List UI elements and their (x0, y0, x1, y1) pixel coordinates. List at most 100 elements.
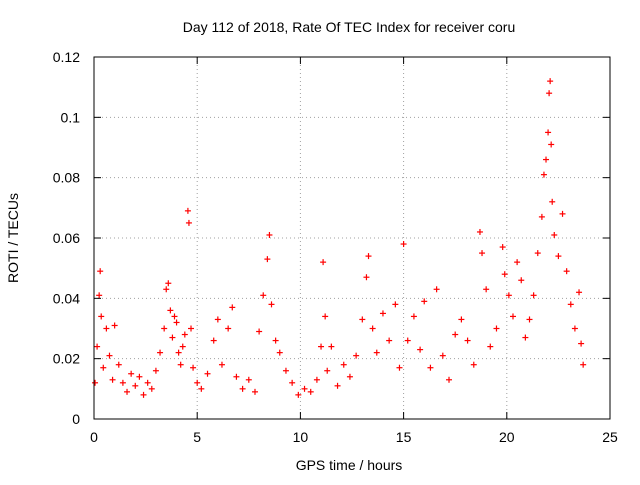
y-tick-label: 0 (72, 411, 80, 427)
data-point (543, 156, 550, 163)
data-point (188, 325, 195, 332)
data-point (493, 325, 500, 332)
data-point (499, 244, 506, 251)
data-point (96, 292, 103, 299)
data-point (289, 379, 296, 386)
data-point (547, 78, 554, 85)
data-point (225, 325, 232, 332)
data-point (301, 385, 308, 392)
data-point (359, 316, 366, 323)
data-point (522, 334, 529, 341)
data-point (340, 361, 347, 368)
data-point (470, 361, 477, 368)
data-point (100, 364, 107, 371)
data-point (549, 198, 556, 205)
data-point (94, 343, 101, 350)
data-point (379, 310, 386, 317)
data-point (204, 370, 211, 377)
data-point (386, 337, 393, 344)
data-point (115, 361, 122, 368)
x-tick-label: 10 (293, 429, 309, 445)
data-point (98, 313, 105, 320)
data-point (555, 253, 562, 260)
data-point (165, 280, 172, 287)
data-point (103, 325, 110, 332)
data-point (307, 388, 314, 395)
data-point (92, 379, 99, 386)
data-point (181, 331, 188, 338)
data-point (239, 385, 246, 392)
data-point (540, 171, 547, 178)
data-point (509, 313, 516, 320)
data-point (373, 349, 380, 356)
data-point (487, 343, 494, 350)
data-point (518, 277, 525, 284)
data-point (534, 250, 541, 257)
data-point (452, 331, 459, 338)
data-point (400, 241, 407, 248)
data-point (363, 274, 370, 281)
data-point (251, 388, 258, 395)
data-point (417, 346, 424, 353)
data-point (571, 325, 578, 332)
data-point (483, 286, 490, 293)
data-point (128, 370, 135, 377)
data-point (140, 391, 147, 398)
data-point (346, 373, 353, 380)
data-point (132, 382, 139, 389)
data-point (282, 367, 289, 374)
data-point (260, 292, 267, 299)
data-point (218, 361, 225, 368)
data-point (369, 325, 376, 332)
data-point (318, 343, 325, 350)
data-point (404, 337, 411, 344)
data-point (580, 361, 587, 368)
data-point (559, 210, 566, 217)
data-point (551, 231, 558, 238)
data-point (464, 337, 471, 344)
y-axis-label: ROTI / TECUs (5, 193, 21, 283)
x-axis-label: GPS time / hours (296, 457, 403, 473)
data-point (392, 301, 399, 308)
data-point (476, 228, 483, 235)
data-point (106, 352, 113, 359)
data-point (171, 313, 178, 320)
data-point (514, 259, 521, 266)
data-point (324, 367, 331, 374)
data-point (421, 298, 428, 305)
data-point (458, 316, 465, 323)
data-point (124, 388, 131, 395)
data-point (177, 361, 184, 368)
y-tick-label: 0.02 (53, 351, 80, 367)
x-tick-label: 25 (602, 429, 618, 445)
data-point (148, 385, 155, 392)
data-point (479, 250, 486, 257)
data-point (264, 256, 271, 263)
y-tick-label: 0.1 (61, 109, 81, 125)
axis-ticks: 0 5 10 15 20 25 0 0.02 0.04 0.06 0.08 0.1 0.12 (53, 49, 618, 445)
data-point (167, 307, 174, 314)
data-point (97, 268, 104, 275)
data-point (334, 382, 341, 389)
data-point (214, 316, 221, 323)
y-tick-label: 0.08 (53, 170, 80, 186)
data-point (410, 313, 417, 320)
data-point (245, 376, 252, 383)
data-point (266, 231, 273, 238)
data-point (505, 292, 512, 299)
y-tick-label: 0.04 (53, 290, 80, 306)
data-point (152, 367, 159, 374)
data-point (427, 364, 434, 371)
data-point (144, 379, 151, 386)
data-point (169, 334, 176, 341)
data-point (161, 325, 168, 332)
data-point (272, 337, 279, 344)
data-point (175, 349, 182, 356)
data-point (526, 316, 533, 323)
data-point (136, 373, 143, 380)
data-point (546, 90, 553, 97)
data-point (276, 349, 283, 356)
data-point (109, 376, 116, 383)
data-point (501, 271, 508, 278)
